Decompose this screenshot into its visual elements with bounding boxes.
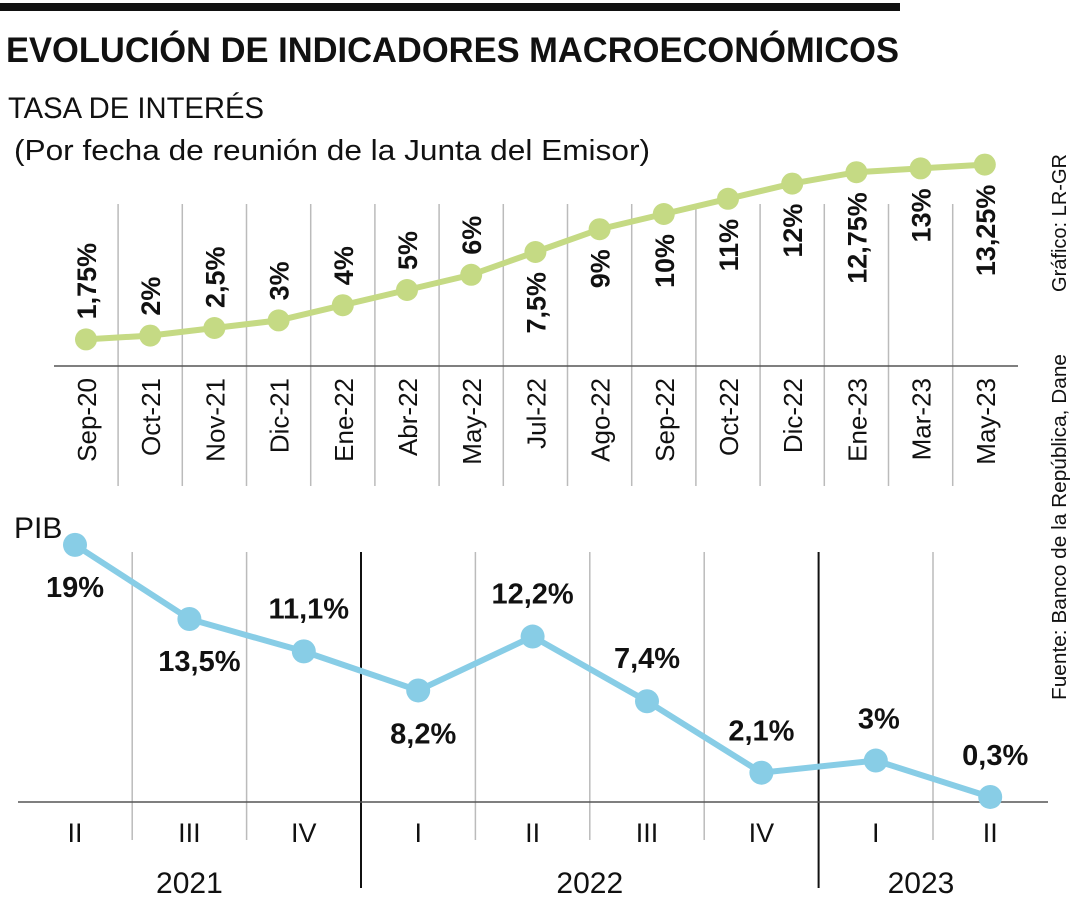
rate-point (588, 218, 611, 241)
rate-point (460, 263, 483, 286)
gdp-chart: 19%II13,5%III11,1%IV8,2%I12,2%II7,4%III2… (18, 532, 1048, 900)
gdp-quarter-label: IV (291, 818, 317, 848)
rate-point (781, 172, 804, 195)
rate-data-label: 7,5% (521, 272, 551, 334)
gdp-point (863, 748, 888, 773)
gdp-data-label: 0,3% (962, 740, 1028, 772)
gdp-data-label: 2,1% (728, 716, 794, 748)
rate-data-label: 1,75% (72, 243, 102, 320)
gdp-data-label: 7,4% (614, 643, 680, 675)
gdp-quarter-label: II (525, 818, 540, 848)
rate-point (909, 157, 932, 180)
rate-x-tick-label: Dic-22 (778, 378, 808, 453)
rate-point (652, 203, 675, 225)
rate-data-label: 4% (329, 246, 359, 285)
gdp-data-label: 8,2% (390, 718, 456, 750)
gdp-year-label: 2022 (556, 867, 623, 900)
rate-data-label: 13% (907, 188, 937, 242)
rate-point (75, 328, 97, 351)
rate-data-label: 10% (650, 234, 680, 288)
gdp-quarter-label: II (67, 818, 82, 848)
rate-point (267, 309, 290, 332)
rate-x-tick-label: Mar-23 (907, 378, 937, 460)
gdp-point (635, 689, 659, 714)
rate-x-tick-label: Dic-21 (265, 378, 295, 453)
rate-subtitle: (Por fecha de reunión de la Junta del Em… (14, 135, 650, 167)
gdp-year-label: 2023 (888, 867, 955, 900)
rate-point (845, 161, 868, 184)
rate-x-tick-label: Ago-22 (586, 378, 616, 462)
gdp-point (406, 678, 431, 703)
rate-chart: 1,75% Sep-20 2% Oct-21 2,5% Nov-21 3% Dic-21 4% E… (54, 153, 1018, 486)
rate-x-tick-label: Ene-22 (329, 378, 359, 462)
rate-x-tick-label: Abr-22 (393, 378, 423, 456)
gdp-quarter-label: I (872, 818, 880, 848)
rate-point (973, 153, 996, 176)
rate-data-label: 13,25% (971, 185, 1001, 277)
gdp-point (749, 760, 774, 785)
rate-data-label: 6% (457, 216, 487, 255)
rate-x-tick-label: Nov-21 (200, 378, 230, 462)
gdp-point (177, 607, 202, 632)
rate-data-label: 12,75% (842, 192, 872, 284)
rate-data-label: 2% (136, 277, 166, 316)
gdp-point (291, 639, 316, 664)
gdp-data-label: 11,1% (268, 593, 349, 625)
rate-point (139, 324, 162, 347)
rate-data-label: 9% (586, 249, 616, 288)
rate-point (717, 187, 739, 210)
gdp-data-label: 19% (46, 572, 104, 604)
gdp-quarter-label: I (414, 818, 422, 848)
main-title: EVOLUCIÓN DE INDICADORES MACROECONÓMICOS (6, 30, 899, 70)
gdp-point (63, 532, 87, 557)
rate-x-tick-label: Ene-23 (842, 378, 872, 462)
gdp-year-label: 2021 (156, 867, 223, 900)
gdp-data-label: 3% (858, 704, 900, 736)
source-text: Fuente: Banco de la República, Dane (1049, 354, 1071, 700)
rate-x-tick-label: Sep-20 (72, 378, 102, 462)
rate-data-label: 12% (778, 204, 808, 258)
gdp-data-label: 12,2% (491, 579, 573, 611)
gdp-quarter-label: II (983, 818, 998, 848)
rate-point (396, 279, 418, 301)
rate-point (331, 294, 354, 317)
rate-data-label: 3% (265, 261, 295, 300)
gdp-title: PIB (14, 512, 62, 545)
gdp-point (520, 624, 545, 649)
gdp-quarter-label: IV (749, 818, 775, 848)
rate-x-tick-label: Oct-22 (714, 378, 744, 456)
rate-x-tick-label: Sep-22 (650, 378, 680, 462)
rate-x-tick-label: May-23 (971, 378, 1001, 465)
rate-x-tick-label: Jul-22 (521, 378, 551, 449)
gdp-data-label: 13,5% (158, 646, 240, 678)
rate-data-label: 2,5% (200, 246, 230, 308)
rate-data-label: 11% (714, 219, 744, 272)
rate-x-tick-label: Oct-21 (136, 378, 166, 456)
gdp-quarter-label: III (636, 818, 659, 848)
rate-title: TASA DE INTERÉS (8, 92, 264, 125)
rate-data-label: 5% (393, 231, 423, 270)
rate-x-tick-label: May-22 (457, 378, 487, 465)
top-rule (0, 3, 900, 11)
rate-point (203, 317, 226, 339)
gdp-quarter-label: III (178, 818, 201, 848)
credit-text: Gráfico: LR-GR (1049, 154, 1071, 292)
gdp-point (978, 784, 1003, 809)
rate-point (524, 241, 547, 263)
